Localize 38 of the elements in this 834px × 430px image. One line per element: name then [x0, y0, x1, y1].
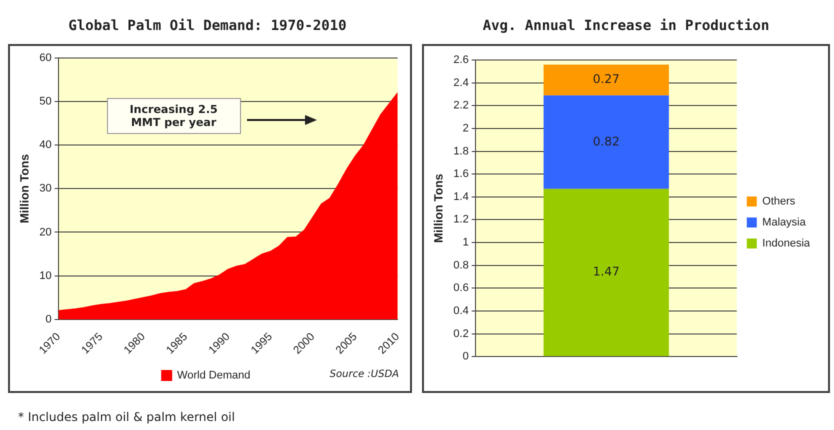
text: * Includes palm oil & palm kernel oil: [18, 410, 235, 424]
y-tick-label: 0.2: [453, 328, 469, 340]
y-axis-title: Million Tons: [432, 173, 446, 243]
bar: [544, 95, 669, 189]
legend-label: World Demand: [177, 370, 250, 382]
y-tick-label: 0: [462, 350, 469, 363]
callout-box: Increasing 2.5 MMT per year: [106, 98, 241, 134]
chart-title: Global Palm Oil Demand: 1970-2010: [67, 18, 348, 34]
y-tick-label: 0.6: [453, 282, 469, 294]
y-tick-label: 0: [46, 313, 52, 326]
source-note: Source :USDA: [330, 369, 399, 380]
y-tick-label: 40: [39, 139, 52, 152]
legend-label: Malaysia: [762, 216, 807, 229]
y-tick-label: 2.6: [453, 54, 469, 66]
y-tick-label: 60: [39, 52, 52, 64]
y-tick-label: 20: [39, 226, 52, 238]
legend-label: Indonesia: [762, 238, 811, 250]
bar: [544, 64, 669, 96]
data-label: 0.27: [592, 72, 620, 86]
y-tick-label: 10: [39, 270, 52, 282]
y-tick-label: 2.2: [453, 100, 469, 112]
y-tick-label: 1: [462, 236, 469, 249]
y-tick-label: 2: [462, 122, 469, 134]
y-tick-label: 1.8: [453, 145, 469, 158]
y-tick-label: 1.4: [453, 190, 469, 203]
y-tick-label: 30: [39, 182, 52, 195]
legend-label: Others: [762, 196, 796, 208]
y-tick-label: 50: [39, 96, 52, 108]
chart-title: Avg. Annual Increase in Production: [482, 18, 770, 34]
data-label: 0.82: [592, 134, 620, 148]
y-tick-label: 2.4: [453, 76, 469, 89]
y-tick-label: 1.6: [453, 168, 469, 180]
y-tick-label: 0.8: [453, 259, 469, 272]
y-tick-label: 1.2: [453, 214, 469, 226]
y-axis-title: Million Tons: [18, 154, 32, 224]
y-tick-label: 0.4: [453, 305, 469, 317]
bar: [544, 188, 669, 356]
data-label: 1.47: [592, 264, 620, 279]
